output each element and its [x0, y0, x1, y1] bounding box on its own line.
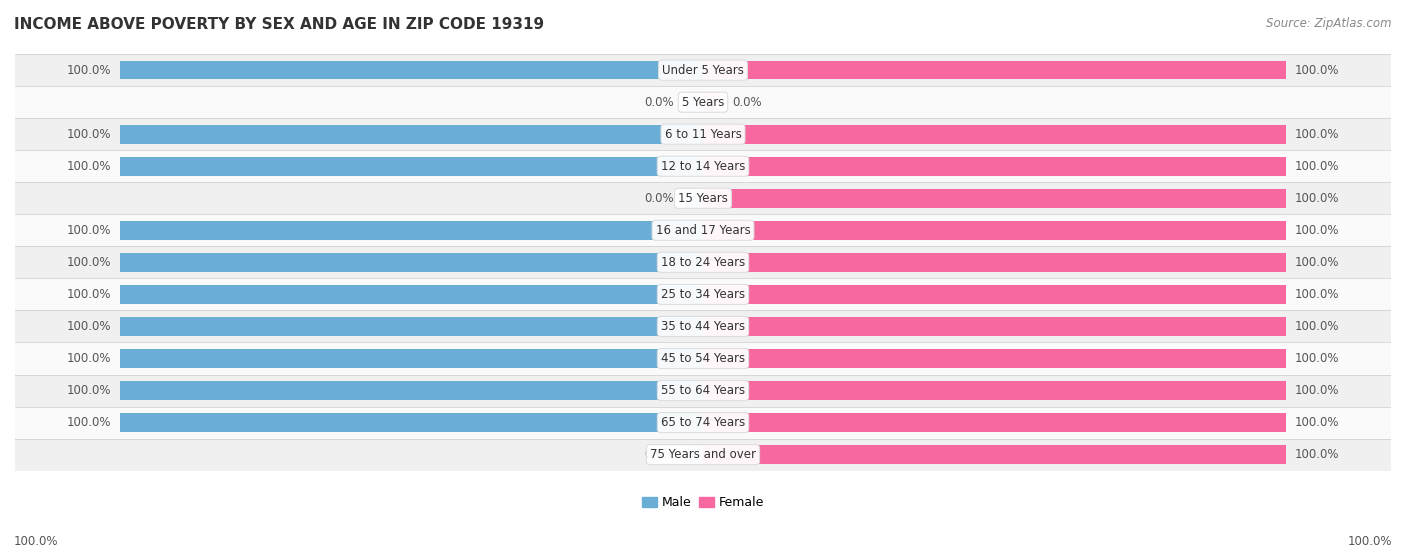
Text: 100.0%: 100.0%	[66, 352, 111, 365]
Bar	[15, 343, 1391, 375]
Text: 55 to 64 Years: 55 to 64 Years	[661, 384, 745, 397]
Text: 100.0%: 100.0%	[66, 160, 111, 173]
Bar	[15, 439, 1391, 471]
Text: 100.0%: 100.0%	[1295, 416, 1340, 429]
Text: 18 to 24 Years: 18 to 24 Years	[661, 256, 745, 269]
Text: 100.0%: 100.0%	[1295, 160, 1340, 173]
Text: 100.0%: 100.0%	[1295, 448, 1340, 461]
Bar	[703, 61, 1286, 79]
Text: 100.0%: 100.0%	[1347, 535, 1392, 548]
Bar	[15, 54, 1391, 86]
Text: 0.0%: 0.0%	[644, 192, 673, 205]
Text: 100.0%: 100.0%	[14, 535, 59, 548]
Bar	[120, 317, 703, 336]
Text: 100.0%: 100.0%	[1295, 192, 1340, 205]
Bar	[15, 406, 1391, 439]
Bar	[15, 278, 1391, 310]
Bar	[15, 182, 1391, 214]
Text: 5 Years: 5 Years	[682, 96, 724, 108]
Bar	[686, 189, 703, 207]
Bar	[15, 310, 1391, 343]
Bar	[120, 285, 703, 304]
Text: 100.0%: 100.0%	[1295, 320, 1340, 333]
Bar	[703, 349, 1286, 368]
Text: 0.0%: 0.0%	[644, 96, 673, 108]
Text: 100.0%: 100.0%	[66, 384, 111, 397]
Text: 100.0%: 100.0%	[66, 64, 111, 77]
Bar	[120, 349, 703, 368]
Bar	[15, 375, 1391, 406]
Bar	[703, 125, 1286, 144]
Text: 65 to 74 Years: 65 to 74 Years	[661, 416, 745, 429]
Bar	[120, 253, 703, 272]
Text: 100.0%: 100.0%	[1295, 256, 1340, 269]
Bar	[15, 214, 1391, 247]
Bar	[703, 381, 1286, 400]
Bar	[703, 446, 1286, 464]
Bar	[120, 413, 703, 432]
Bar	[703, 93, 720, 111]
Bar	[686, 446, 703, 464]
Bar	[703, 317, 1286, 336]
Text: 12 to 14 Years: 12 to 14 Years	[661, 160, 745, 173]
Text: 35 to 44 Years: 35 to 44 Years	[661, 320, 745, 333]
Text: 75 Years and over: 75 Years and over	[650, 448, 756, 461]
Bar	[703, 413, 1286, 432]
Bar	[120, 157, 703, 176]
Text: 100.0%: 100.0%	[1295, 384, 1340, 397]
Legend: Male, Female: Male, Female	[637, 491, 769, 514]
Bar	[120, 125, 703, 144]
Bar	[703, 253, 1286, 272]
Text: 100.0%: 100.0%	[1295, 127, 1340, 141]
Bar	[703, 221, 1286, 240]
Text: 100.0%: 100.0%	[66, 127, 111, 141]
Bar	[15, 118, 1391, 150]
Text: 100.0%: 100.0%	[66, 224, 111, 237]
Text: Under 5 Years: Under 5 Years	[662, 64, 744, 77]
Bar	[120, 61, 703, 79]
Text: 100.0%: 100.0%	[1295, 288, 1340, 301]
Text: 15 Years: 15 Years	[678, 192, 728, 205]
Text: 0.0%: 0.0%	[644, 448, 673, 461]
Text: 100.0%: 100.0%	[66, 416, 111, 429]
Text: INCOME ABOVE POVERTY BY SEX AND AGE IN ZIP CODE 19319: INCOME ABOVE POVERTY BY SEX AND AGE IN Z…	[14, 17, 544, 32]
Text: 100.0%: 100.0%	[1295, 352, 1340, 365]
Bar	[15, 150, 1391, 182]
Bar	[703, 157, 1286, 176]
Text: 100.0%: 100.0%	[66, 288, 111, 301]
Text: 100.0%: 100.0%	[66, 256, 111, 269]
Bar	[15, 86, 1391, 118]
Text: 100.0%: 100.0%	[66, 320, 111, 333]
Text: Source: ZipAtlas.com: Source: ZipAtlas.com	[1267, 17, 1392, 30]
Bar	[120, 221, 703, 240]
Bar	[15, 247, 1391, 278]
Text: 25 to 34 Years: 25 to 34 Years	[661, 288, 745, 301]
Bar	[703, 285, 1286, 304]
Bar	[703, 189, 1286, 207]
Text: 16 and 17 Years: 16 and 17 Years	[655, 224, 751, 237]
Text: 100.0%: 100.0%	[1295, 224, 1340, 237]
Bar	[686, 93, 703, 111]
Bar	[120, 381, 703, 400]
Text: 100.0%: 100.0%	[1295, 64, 1340, 77]
Text: 45 to 54 Years: 45 to 54 Years	[661, 352, 745, 365]
Text: 0.0%: 0.0%	[733, 96, 762, 108]
Text: 6 to 11 Years: 6 to 11 Years	[665, 127, 741, 141]
